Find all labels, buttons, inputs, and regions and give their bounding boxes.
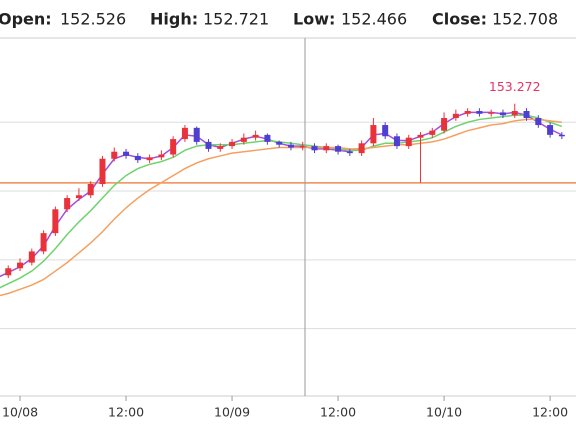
high-label: High: [150, 10, 198, 29]
candle-body [205, 141, 212, 149]
candle-body [429, 130, 436, 135]
candle-body [346, 151, 353, 154]
x-tick-label: 10/09 [214, 405, 250, 420]
x-tick-label: 10/08 [2, 405, 38, 420]
candle-body [111, 151, 118, 159]
candle-body [358, 143, 365, 154]
candle-body [311, 146, 318, 151]
candle-body [217, 146, 224, 149]
candle-body [276, 141, 283, 145]
candle-body [511, 111, 518, 116]
plot [0, 103, 576, 330]
low-label: Low: [293, 10, 335, 29]
plot-frame [0, 37, 576, 397]
candle-body [464, 111, 471, 114]
candle-body [99, 158, 106, 185]
candle-body [393, 136, 400, 147]
candle-body [299, 146, 306, 148]
candle-body [382, 125, 389, 137]
candle-body [64, 198, 71, 210]
moving-average [0, 111, 563, 278]
candle-body [134, 155, 141, 161]
x-tick-label: 12:00 [108, 405, 144, 420]
candle-body [523, 111, 530, 119]
candle-body [75, 195, 82, 199]
candle-body [558, 134, 565, 137]
candle-body [17, 262, 24, 269]
candle-body [452, 113, 459, 119]
moving-average [0, 114, 563, 289]
candle-body [52, 209, 59, 234]
header: Open: 152.526 High: 152.721 Low: 152.466… [0, 10, 558, 29]
candle-body [40, 233, 47, 252]
candle-body [181, 127, 188, 140]
high-value: 152.721 [203, 10, 269, 29]
close-label: Close: [432, 10, 487, 29]
candle-body [5, 268, 12, 276]
candle-body [547, 125, 554, 135]
candle-body [193, 127, 200, 142]
open-value: 152.526 [60, 10, 126, 29]
x-tick-label: 12:00 [320, 405, 356, 420]
candle-body [158, 154, 165, 158]
candle-body [264, 134, 271, 142]
x-tick-label: 10/10 [426, 405, 462, 420]
candle-body [170, 139, 177, 155]
candle-body [240, 137, 247, 142]
candle-body [146, 157, 153, 161]
open-label: Open: [0, 10, 52, 29]
candle-body [499, 112, 506, 116]
candle-body [476, 111, 483, 114]
candle-body [287, 144, 294, 148]
candle-body [123, 151, 130, 156]
low-value: 152.466 [341, 10, 407, 29]
x-tick-label: 12:00 [532, 405, 568, 420]
candle-body [252, 134, 259, 138]
candle-body [229, 141, 236, 147]
candle-body [28, 251, 35, 263]
candle-body [488, 112, 495, 114]
close-value: 152.708 [492, 10, 558, 29]
candle-body [370, 125, 377, 144]
candle-body [323, 146, 330, 151]
moving-average [0, 118, 562, 297]
candle-body [441, 118, 448, 131]
high-annotation: 153.272 [489, 79, 541, 94]
candle-body [335, 146, 342, 152]
candle-body [87, 184, 94, 196]
candle-body [417, 134, 424, 138]
candle-body [405, 137, 412, 147]
candle-body [535, 118, 542, 126]
